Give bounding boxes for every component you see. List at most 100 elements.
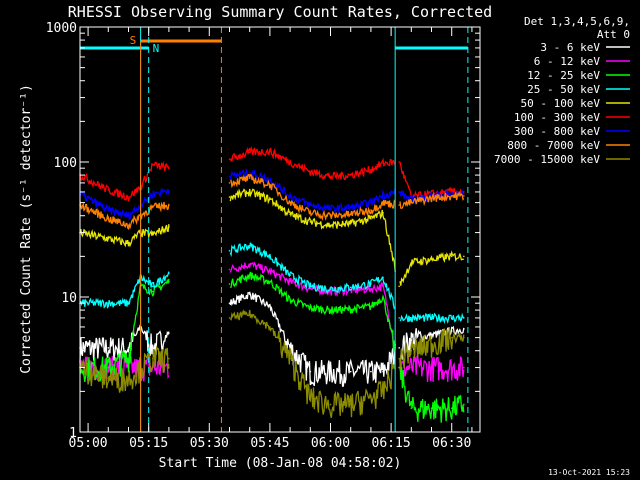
- data-point-2-7: [248, 274, 251, 277]
- data-point-1-19: [463, 366, 465, 369]
- y-axis: 1 10 100 1000: [46, 21, 480, 441]
- data-point-8-11: [329, 403, 332, 406]
- data-point-4-8: [269, 198, 271, 201]
- legend-label-5: 100 - 300 keV: [514, 111, 600, 124]
- data-point-3-12: [349, 286, 352, 289]
- data-point-1-16: [410, 366, 413, 369]
- data-point-7-15: [398, 204, 400, 206]
- data-point-0-18: [450, 330, 453, 332]
- data-point-8-14: [382, 390, 384, 393]
- data-point-7-5: [168, 204, 170, 206]
- series-line-7: [79, 173, 465, 231]
- data-point-2-17: [430, 407, 433, 410]
- data-point-6-2: [127, 214, 130, 217]
- data-point-1-17: [430, 366, 433, 369]
- data-point-0-7: [248, 293, 251, 295]
- data-point-4-4: [151, 233, 154, 236]
- data-point-8-13: [370, 396, 372, 399]
- data-point-8-18: [450, 336, 453, 339]
- data-point-4-17: [430, 258, 433, 261]
- data-point-6-5: [168, 189, 170, 191]
- data-point-6-18: [450, 193, 453, 195]
- data-point-4-14: [382, 212, 384, 214]
- data-point-1-8: [269, 270, 271, 273]
- data-point-1-6: [228, 268, 231, 271]
- data-point-2-9: [289, 299, 291, 301]
- legend-header-1: Att 0: [597, 28, 630, 41]
- series-line-2: [79, 271, 465, 423]
- data-point-5-1: [107, 189, 110, 191]
- data-point-2-19: [463, 403, 465, 406]
- data-point-3-5: [168, 272, 170, 275]
- data-point-7-17: [430, 197, 433, 199]
- series-line-6: [79, 168, 465, 221]
- data-point-2-14: [382, 296, 384, 298]
- data-point-7-10: [309, 212, 312, 214]
- data-point-6-1: [107, 209, 110, 211]
- data-point-0-2: [127, 347, 130, 349]
- data-point-3-15: [398, 317, 400, 319]
- data-point-6-9: [289, 195, 291, 197]
- x-tick-label-1: 05:15: [129, 436, 168, 451]
- event-markers: SN: [80, 27, 469, 432]
- data-point-1-13: [370, 288, 372, 290]
- data-point-8-9: [289, 357, 291, 360]
- data-point-0-15: [398, 347, 400, 349]
- data-point-7-7: [248, 177, 251, 179]
- data-point-4-15: [398, 285, 400, 288]
- legend-label-2: 12 - 25 keV: [527, 69, 600, 82]
- data-point-3-19: [463, 317, 465, 319]
- data-point-4-1: [107, 237, 110, 240]
- data-point-8-7: [248, 313, 251, 315]
- timestamp: 13-Oct-2021 15:23: [548, 468, 630, 477]
- data-point-3-17: [430, 317, 433, 319]
- legend-label-4: 50 - 100 keV: [521, 97, 601, 110]
- data-point-0-5: [168, 332, 170, 334]
- legend-header-0: Det 1,3,4,5,6,9,: [524, 15, 630, 28]
- data-point-8-2: [127, 377, 130, 380]
- data-point-6-12: [349, 206, 352, 209]
- data-point-6-11: [329, 208, 332, 210]
- data-point-1-18: [450, 366, 453, 369]
- x-tick-label-5: 06:15: [372, 436, 411, 451]
- data-point-0-8: [269, 305, 271, 308]
- x-tick-label-6: 06:30: [432, 436, 471, 451]
- data-point-8-12: [349, 403, 352, 406]
- data-point-8-4: [151, 357, 154, 360]
- data-point-7-14: [382, 201, 384, 204]
- data-point-0-16: [410, 339, 413, 341]
- data-point-4-16: [410, 261, 413, 264]
- data-point-4-5: [168, 226, 170, 228]
- data-point-5-5: [168, 167, 170, 169]
- data-point-3-14: [382, 276, 384, 279]
- data-point-4-11: [329, 224, 332, 227]
- data-point-8-6: [228, 317, 231, 319]
- series-line-3: [79, 242, 465, 325]
- data-point-4-13: [370, 217, 372, 220]
- data-point-7-9: [289, 201, 291, 204]
- data-point-3-16: [410, 317, 413, 319]
- data-point-4-12: [349, 222, 352, 225]
- data-point-3-4: [151, 285, 154, 288]
- data-point-0-1: [107, 347, 110, 349]
- data-point-7-1: [107, 217, 110, 220]
- data-point-3-2: [127, 302, 130, 304]
- legend-label-3: 25 - 50 keV: [527, 83, 600, 96]
- data-point-5-10: [309, 170, 312, 173]
- data-point-4-2: [127, 242, 130, 245]
- data-point-6-7: [248, 171, 251, 174]
- data-point-3-18: [450, 317, 453, 319]
- data-point-5-19: [463, 191, 465, 193]
- data-point-0-19: [463, 328, 465, 330]
- y-axis-label: Corrected Count Rate (s⁻¹ detector⁻¹): [19, 84, 34, 374]
- s-marker-label: S: [130, 34, 137, 47]
- data-point-2-1: [107, 366, 110, 369]
- data-point-1-14: [382, 285, 384, 288]
- y-tick-label-1: 10: [61, 291, 77, 306]
- data-point-2-10: [309, 307, 312, 309]
- data-point-0-12: [349, 370, 352, 373]
- legend-label-6: 300 - 800 keV: [514, 125, 600, 138]
- data-point-2-5: [168, 280, 170, 283]
- data-point-6-19: [463, 193, 465, 195]
